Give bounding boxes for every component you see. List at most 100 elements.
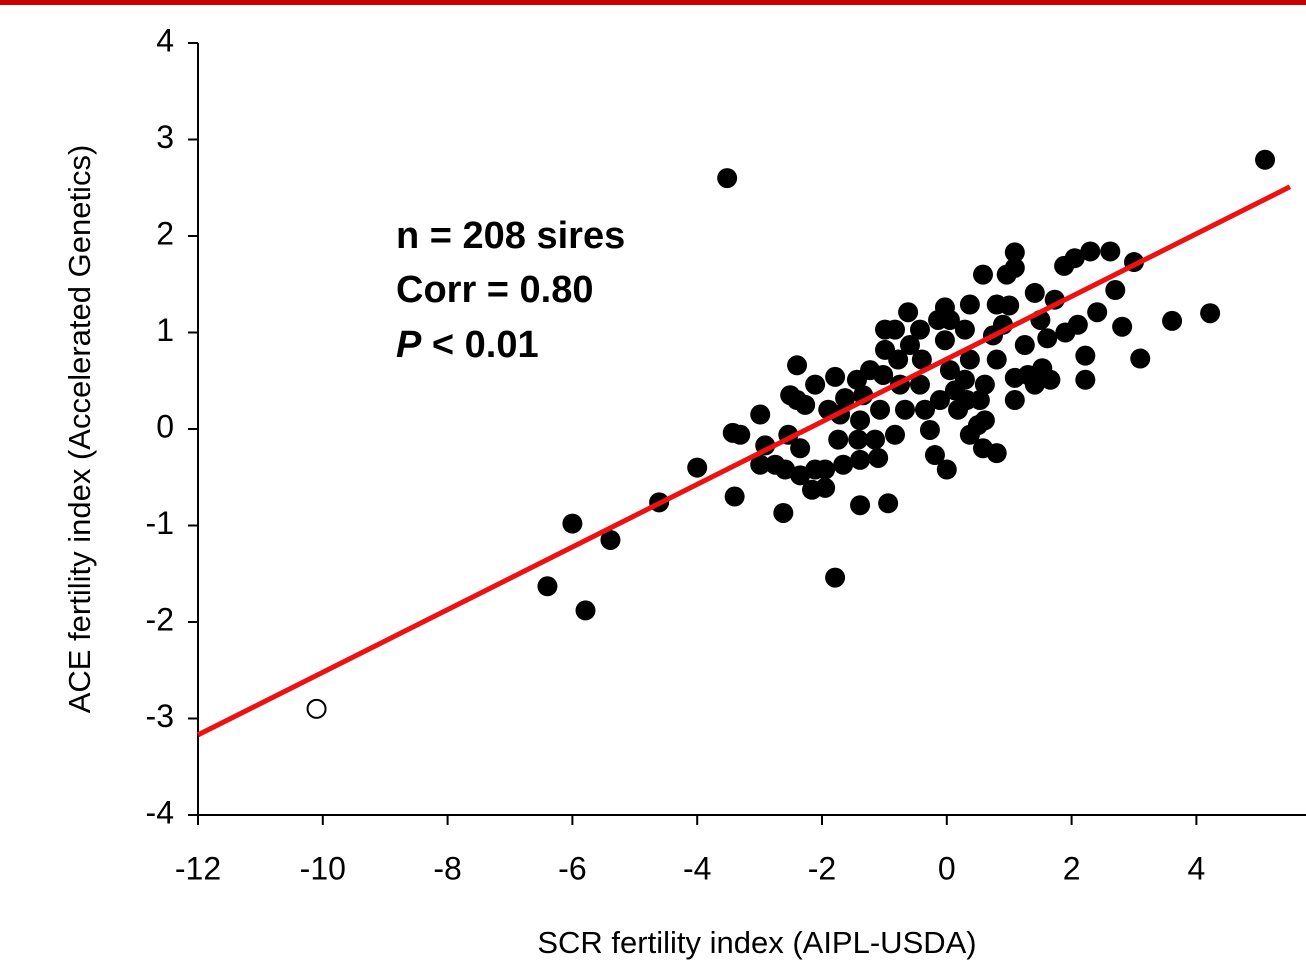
point bbox=[898, 302, 919, 323]
annotation-italic: P bbox=[396, 324, 422, 366]
point bbox=[870, 399, 891, 420]
point bbox=[765, 454, 786, 475]
y-tick-label: -3 bbox=[146, 698, 174, 734]
point bbox=[780, 385, 801, 406]
point bbox=[805, 374, 826, 395]
y-tick-label: -4 bbox=[146, 794, 174, 830]
point bbox=[1014, 335, 1035, 356]
x-tick-label: -6 bbox=[558, 850, 586, 886]
y-axis-title: ACE fertility index (Accelerated Genetic… bbox=[62, 145, 97, 714]
x-tick-label: -8 bbox=[433, 850, 461, 886]
point bbox=[1040, 369, 1061, 390]
point bbox=[1130, 348, 1151, 369]
point bbox=[972, 264, 993, 285]
point bbox=[562, 513, 583, 534]
y-tick-label: 0 bbox=[156, 408, 174, 444]
point bbox=[959, 349, 980, 370]
point bbox=[1255, 149, 1276, 170]
y-tick-label: 4 bbox=[156, 22, 174, 58]
point bbox=[825, 567, 846, 588]
point bbox=[1054, 255, 1075, 276]
point bbox=[899, 335, 920, 356]
point bbox=[850, 410, 871, 431]
x-tick-label: -12 bbox=[175, 850, 221, 886]
point bbox=[878, 493, 899, 514]
point bbox=[1112, 316, 1133, 337]
point bbox=[1100, 241, 1121, 262]
y-tick-label: 3 bbox=[156, 119, 174, 155]
point bbox=[894, 399, 915, 420]
point bbox=[537, 576, 558, 597]
point bbox=[919, 419, 940, 440]
point bbox=[773, 502, 794, 523]
point bbox=[972, 438, 993, 459]
x-tick-label: -10 bbox=[300, 850, 346, 886]
point bbox=[865, 429, 886, 450]
point bbox=[850, 449, 871, 470]
point bbox=[934, 330, 955, 351]
point bbox=[306, 698, 327, 719]
annotation-rest: < 0.01 bbox=[421, 324, 538, 366]
annotation: P < 0.01 bbox=[396, 324, 539, 366]
top-bar bbox=[0, 0, 1306, 5]
x-axis-title: SCR fertility index (AIPL-USDA) bbox=[537, 925, 976, 960]
point bbox=[986, 294, 1007, 315]
point bbox=[717, 168, 738, 189]
annotation: n = 208 sires bbox=[396, 215, 625, 257]
point bbox=[885, 424, 906, 445]
y-tick-label: -2 bbox=[146, 601, 174, 637]
point bbox=[787, 355, 808, 376]
point bbox=[833, 454, 854, 475]
point bbox=[750, 454, 771, 475]
point bbox=[825, 366, 846, 387]
point bbox=[875, 319, 896, 340]
point bbox=[724, 486, 745, 507]
point bbox=[986, 349, 1007, 370]
point bbox=[828, 429, 849, 450]
point bbox=[1004, 242, 1025, 263]
point bbox=[909, 319, 930, 340]
y-tick-label: -1 bbox=[146, 505, 174, 541]
point bbox=[1075, 345, 1096, 366]
point bbox=[790, 438, 811, 459]
point bbox=[1004, 390, 1025, 411]
point bbox=[996, 264, 1017, 285]
point bbox=[1075, 369, 1096, 390]
point bbox=[1200, 303, 1221, 324]
y-tick-label: 2 bbox=[156, 215, 174, 251]
point bbox=[835, 388, 856, 409]
x-tick-label: 4 bbox=[1188, 850, 1206, 886]
point bbox=[924, 445, 945, 466]
point bbox=[868, 447, 889, 468]
point bbox=[914, 399, 935, 420]
point bbox=[1105, 280, 1126, 301]
point bbox=[575, 600, 596, 621]
point bbox=[944, 380, 965, 401]
point bbox=[1024, 282, 1045, 303]
point bbox=[948, 399, 969, 420]
y-tick-label: 1 bbox=[156, 312, 174, 348]
fit-line bbox=[196, 184, 1292, 738]
point bbox=[1162, 310, 1183, 331]
point bbox=[929, 390, 950, 411]
point bbox=[687, 457, 708, 478]
point bbox=[750, 404, 771, 425]
point bbox=[936, 459, 957, 480]
point bbox=[600, 529, 621, 550]
annotation: Corr = 0.80 bbox=[396, 269, 594, 311]
point bbox=[1037, 328, 1058, 349]
point bbox=[974, 374, 995, 395]
point bbox=[928, 309, 949, 330]
point bbox=[848, 429, 869, 450]
point bbox=[790, 465, 811, 486]
point bbox=[911, 349, 932, 370]
point bbox=[959, 294, 980, 315]
point bbox=[802, 479, 823, 500]
point bbox=[1087, 302, 1108, 323]
point bbox=[939, 360, 960, 381]
x-tick-label: -4 bbox=[683, 850, 711, 886]
point bbox=[954, 319, 975, 340]
point bbox=[846, 369, 867, 390]
